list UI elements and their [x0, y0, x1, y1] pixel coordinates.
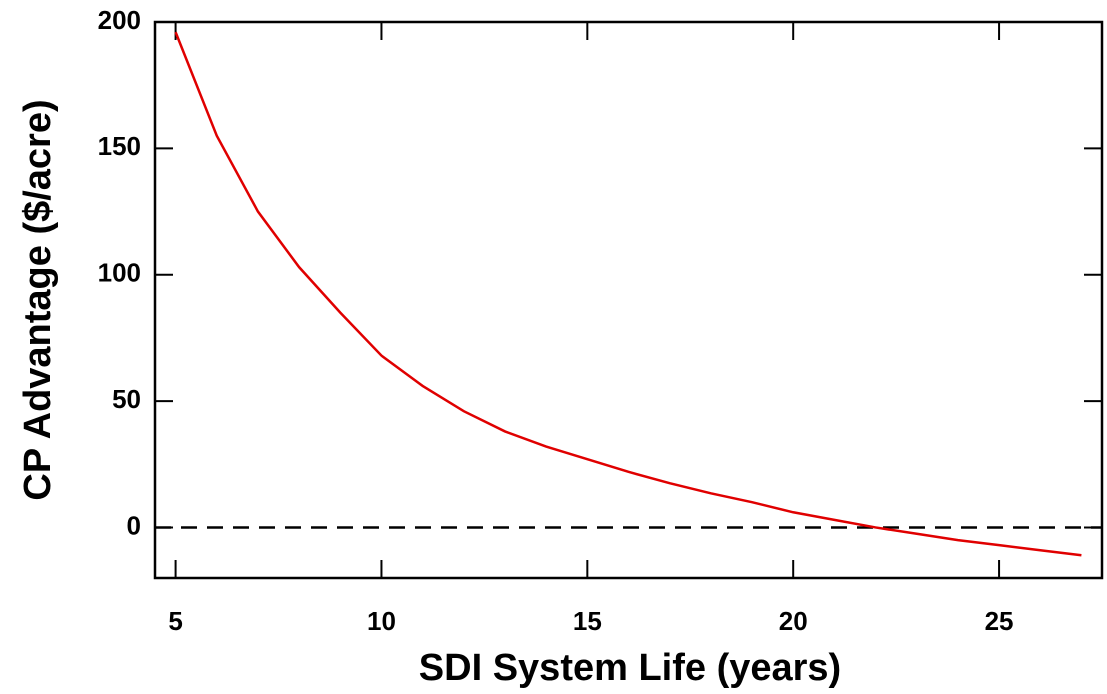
y-tick-label: 0: [127, 510, 141, 540]
y-tick-label: 50: [112, 384, 141, 414]
x-tick-label: 5: [168, 606, 182, 636]
x-tick-label: 20: [779, 606, 808, 636]
data-line: [174, 31, 1082, 557]
y-tick-label: 100: [98, 258, 141, 288]
x-tick-label: 10: [367, 606, 396, 636]
y-tick-label: 150: [98, 131, 141, 161]
y-axis-label: CP Advantage ($/acre): [17, 99, 59, 500]
x-tick-label: 15: [573, 606, 602, 636]
y-tick-label: 200: [98, 5, 141, 35]
x-axis-label: SDI System Life (years): [419, 647, 841, 689]
plot-frame: [153, 20, 1104, 580]
x-tick-label: 25: [985, 606, 1014, 636]
